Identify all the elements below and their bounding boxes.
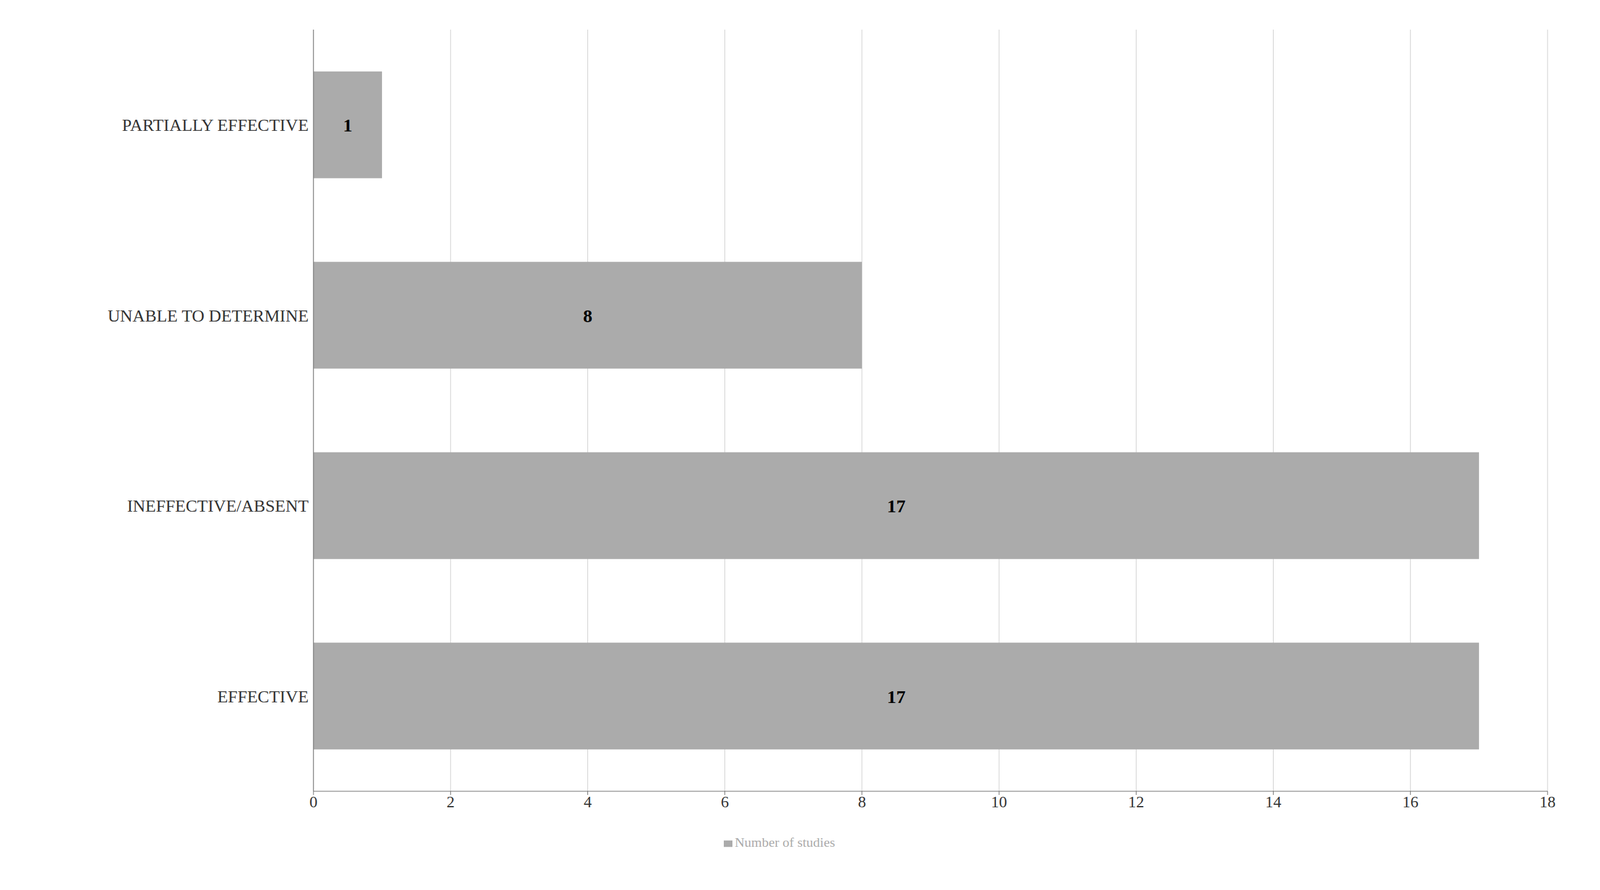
svg-text:6: 6 <box>720 792 729 811</box>
svg-text:EFFECTIVE: EFFECTIVE <box>217 686 309 706</box>
svg-text:17: 17 <box>886 495 906 516</box>
svg-text:PARTIALLY EFFECTIVE: PARTIALLY EFFECTIVE <box>122 115 309 135</box>
svg-text:14: 14 <box>1265 792 1282 811</box>
svg-text:12: 12 <box>1127 792 1145 811</box>
svg-text:18: 18 <box>1539 792 1556 811</box>
svg-text:0: 0 <box>309 792 318 811</box>
svg-text:2: 2 <box>446 792 455 811</box>
svg-text:8: 8 <box>857 792 866 811</box>
svg-text:UNABLE TO DETERMINE: UNABLE TO DETERMINE <box>107 306 309 326</box>
html-text:Number of studies: Number of studies <box>734 834 836 850</box>
svg-text:16: 16 <box>1402 792 1419 811</box>
svg-text:17: 17 <box>886 686 906 707</box>
svg-text:4: 4 <box>583 792 592 811</box>
svg-text:INEFFECTIVE/ABSENT: INEFFECTIVE/ABSENT <box>127 496 309 516</box>
svg-text:1: 1 <box>343 114 353 136</box>
svg-text:8: 8 <box>583 305 593 326</box>
svg-text:10: 10 <box>990 792 1008 811</box>
